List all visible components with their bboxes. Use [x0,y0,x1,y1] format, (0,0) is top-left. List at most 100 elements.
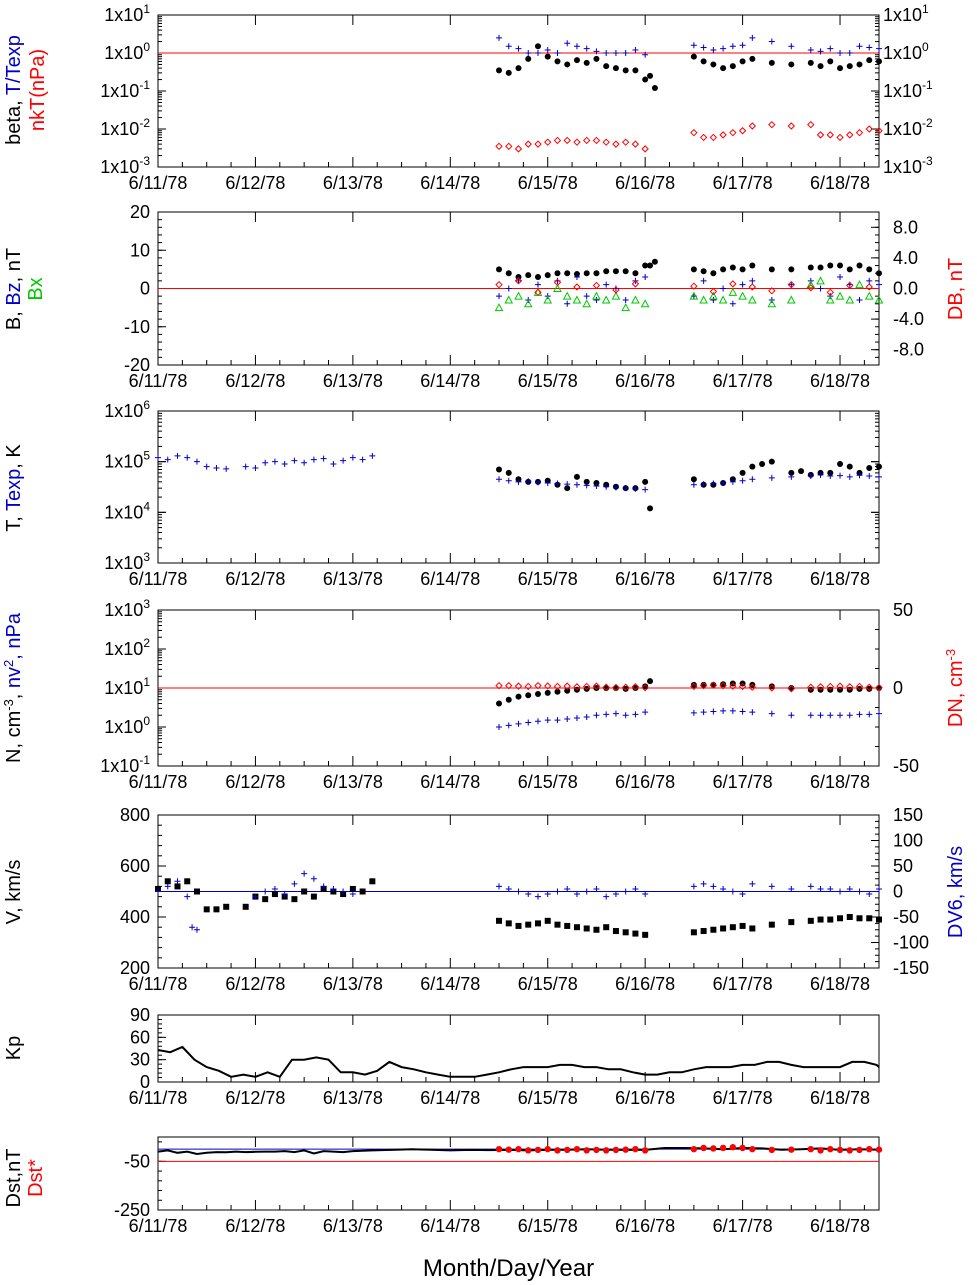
point-N [525,692,532,699]
point-Dst* [768,1146,776,1154]
point-Texp [369,452,376,459]
point-V [612,928,619,935]
point-T/Texp [583,45,590,52]
x-tick-label: 6/17/78 [713,974,773,994]
point-Bx [601,295,611,304]
x-tick-label: 6/18/78 [810,1216,870,1236]
point-V [866,915,873,922]
point-DV6 [310,875,317,882]
point-Bx [738,291,747,300]
point-DV6 [496,883,503,890]
y-axis-label-bfield: B, Bz, nT [3,248,25,330]
point-V [301,888,308,895]
point-beta [768,59,775,66]
point-Bz [856,296,863,303]
point-nv2 [622,712,629,719]
point-Dst* [593,1146,600,1154]
line-Kp [157,1045,880,1079]
y2-tick-label: 50 [893,856,913,876]
point-DV6 [271,885,278,892]
x-tick-label: 6/16/78 [615,569,675,589]
point-Bx [553,283,562,292]
x-tick-label: 6/14/78 [420,1216,480,1236]
point-Dst* [700,1144,707,1152]
point-V [700,928,707,935]
point-DN [534,681,542,690]
point-nkT [719,131,727,139]
point-DN [495,681,503,690]
x-tick-label: 6/18/78 [810,1088,870,1108]
y-tick-label: 60 [130,1027,150,1047]
point-V [271,891,278,898]
point-Texp [534,479,541,486]
y-tick-label: 1x101 [104,675,150,698]
point-nkT [534,140,542,148]
point-nkT [699,133,708,142]
x-tick-label: 6/16/78 [615,371,675,391]
x-tick-label: 6/17/78 [713,1216,773,1236]
point-Texp [301,459,308,466]
point-T [647,505,654,512]
point-beta [583,59,590,66]
point-Bx [494,303,504,312]
point-T [866,464,873,471]
y2-tick-label: 8.0 [893,217,918,237]
point-B [749,262,756,269]
point-Bx [562,291,572,300]
point-V [262,896,269,903]
point-Bz [583,293,590,300]
x-tick-label: 6/18/78 [810,569,870,589]
point-beta [632,67,639,74]
point-B [720,266,727,273]
y-axis-label-density: N, cm-3, nv2, nPa [1,612,26,763]
point-Bx [543,295,553,304]
point-DV6 [642,891,649,898]
point-T [837,460,844,467]
point-Dst* [534,1146,542,1154]
point-B [856,262,863,269]
series-B [496,258,882,281]
point-B [827,262,834,269]
y2-axis-label-velocity: DV6, km/s [945,846,967,938]
point-Bz [700,277,707,284]
point-Dst* [632,1145,639,1153]
point-V [768,921,775,928]
point-nv2 [739,708,746,715]
point-Texp [720,479,727,486]
point-Texp [739,477,746,484]
point-nv2 [749,709,756,716]
x-tick-label: 6/11/78 [129,569,188,589]
point-DN [505,681,513,690]
x-tick-label: 6/15/78 [518,569,578,589]
point-DN [738,682,747,691]
point-Bz [866,277,873,284]
point-T/Texp [856,43,863,50]
point-T/Texp [866,44,873,51]
point-DN [816,683,825,691]
point-DV6 [281,891,288,898]
point-DV6 [749,880,756,887]
y-tick-label: 90 [130,1005,150,1025]
point-V [223,903,230,910]
x-tick-label: 6/11/78 [129,1088,188,1108]
point-B [837,262,844,269]
point-V [310,893,317,900]
point-DV6 [564,885,571,892]
point-DN [621,683,630,691]
point-DN [524,682,532,691]
point-nkT [495,142,503,151]
point-nv2 [544,717,551,724]
x-tick-label: 6/15/78 [518,1088,578,1108]
point-DV6 [729,888,736,895]
y-tick-label: 600 [120,856,150,876]
x-tick-label: 6/13/78 [323,1088,383,1108]
y2-tick-label: -8.0 [893,340,924,360]
point-DV6 [330,885,337,892]
y-axis-label2-dst: Dst* [25,1159,47,1197]
point-DB [514,277,523,285]
point-DN [573,683,581,691]
point-nv2 [710,708,717,715]
y-tick-label-right: 1x10-2 [883,116,933,139]
point-nv2 [525,719,532,726]
